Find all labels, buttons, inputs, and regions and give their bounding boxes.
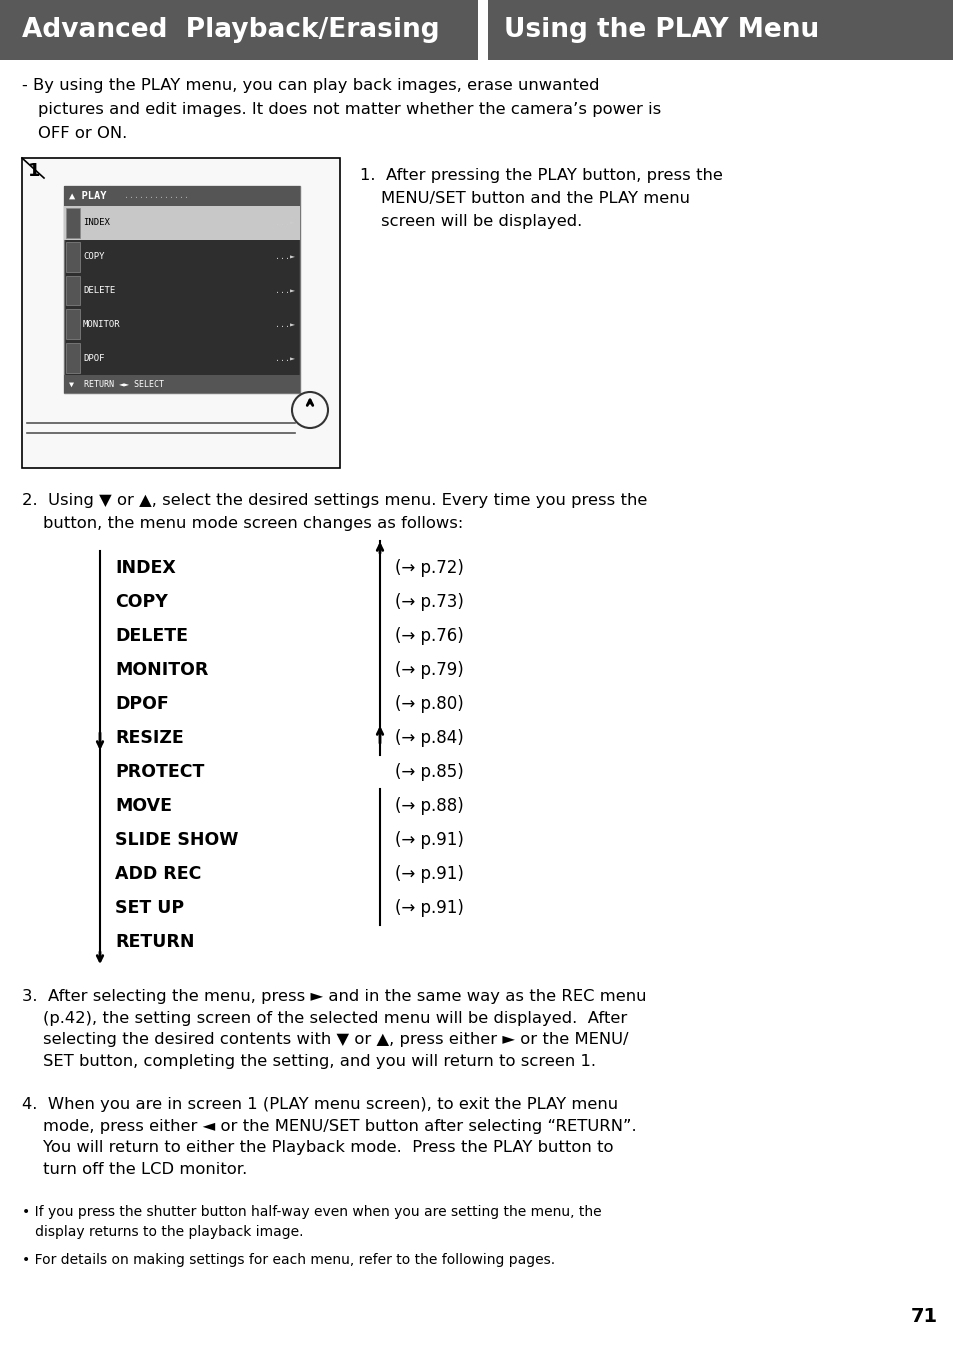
Text: ADD REC: ADD REC: [115, 865, 201, 884]
Text: MONITOR: MONITOR: [83, 320, 120, 328]
Bar: [488, 0, 953, 61]
Text: INDEX: INDEX: [115, 560, 175, 577]
Text: .............: .............: [124, 191, 189, 200]
Bar: [66, 309, 80, 339]
Text: (→ p.91): (→ p.91): [395, 865, 463, 884]
Text: (→ p.79): (→ p.79): [395, 660, 463, 679]
Text: (→ p.85): (→ p.85): [395, 763, 463, 781]
Bar: [0, 0, 477, 61]
Text: (→ p.91): (→ p.91): [395, 831, 463, 849]
Text: ...►: ...►: [274, 286, 294, 295]
Text: MOVE: MOVE: [115, 798, 172, 815]
Text: MONITOR: MONITOR: [115, 660, 208, 679]
Text: DPOF: DPOF: [83, 354, 105, 363]
Text: (→ p.73): (→ p.73): [395, 593, 463, 611]
Text: ▲ PLAY: ▲ PLAY: [69, 191, 107, 200]
Text: Using the PLAY Menu: Using the PLAY Menu: [503, 17, 819, 43]
Text: ...►: ...►: [274, 320, 294, 328]
Text: PROTECT: PROTECT: [115, 763, 204, 781]
Text: DELETE: DELETE: [115, 627, 188, 646]
Text: (→ p.72): (→ p.72): [395, 560, 463, 577]
Bar: [64, 206, 299, 239]
Bar: [66, 343, 80, 373]
Text: DPOF: DPOF: [115, 695, 169, 713]
Bar: [66, 242, 80, 272]
Text: RETURN: RETURN: [115, 933, 194, 951]
Bar: [22, 157, 339, 468]
Text: RESIZE: RESIZE: [115, 729, 184, 746]
Text: COPY: COPY: [115, 593, 168, 611]
Text: (→ p.84): (→ p.84): [395, 729, 463, 746]
Text: 4.  When you are in screen 1 (PLAY menu screen), to exit the PLAY menu
    mode,: 4. When you are in screen 1 (PLAY menu s…: [22, 1098, 636, 1177]
Text: DELETE: DELETE: [83, 286, 115, 295]
Text: ...►: ...►: [274, 354, 294, 363]
Text: pictures and edit images. It does not matter whether the camera’s power is: pictures and edit images. It does not ma…: [38, 102, 660, 117]
Text: 71: 71: [909, 1307, 937, 1326]
Text: 1: 1: [28, 161, 40, 180]
Text: SET UP: SET UP: [115, 898, 184, 917]
Text: SLIDE SHOW: SLIDE SHOW: [115, 831, 238, 849]
Bar: [66, 208, 80, 238]
Text: • If you press the shutter button half-way even when you are setting the menu, t: • If you press the shutter button half-w…: [22, 1205, 601, 1239]
Text: Advanced  Playback/Erasing: Advanced Playback/Erasing: [22, 17, 439, 43]
Bar: [64, 375, 299, 393]
Text: INDEX: INDEX: [83, 218, 110, 227]
Text: COPY: COPY: [83, 253, 105, 261]
Text: - By using the PLAY menu, you can play back images, erase unwanted: - By using the PLAY menu, you can play b…: [22, 78, 598, 93]
Bar: [64, 186, 299, 206]
Text: 3.  After selecting the menu, press ► and in the same way as the REC menu
    (p: 3. After selecting the menu, press ► and…: [22, 989, 646, 1069]
Text: 1.  After pressing the PLAY button, press the
    MENU/SET button and the PLAY m: 1. After pressing the PLAY button, press…: [359, 168, 722, 229]
Text: (→ p.80): (→ p.80): [395, 695, 463, 713]
Text: 2.  Using ▼ or ▲, select the desired settings menu. Every time you press the
   : 2. Using ▼ or ▲, select the desired sett…: [22, 494, 647, 531]
Text: (→ p.91): (→ p.91): [395, 898, 463, 917]
Text: ...►: ...►: [274, 253, 294, 261]
Text: OFF or ON.: OFF or ON.: [38, 126, 127, 141]
Bar: [64, 186, 299, 393]
Text: • For details on making settings for each menu, refer to the following pages.: • For details on making settings for eac…: [22, 1254, 555, 1267]
Text: (→ p.88): (→ p.88): [395, 798, 463, 815]
Text: ▼  RETURN ◄► SELECT: ▼ RETURN ◄► SELECT: [69, 379, 164, 389]
Bar: [66, 276, 80, 305]
Text: ...►: ...►: [274, 218, 294, 227]
Text: (→ p.76): (→ p.76): [395, 627, 463, 646]
